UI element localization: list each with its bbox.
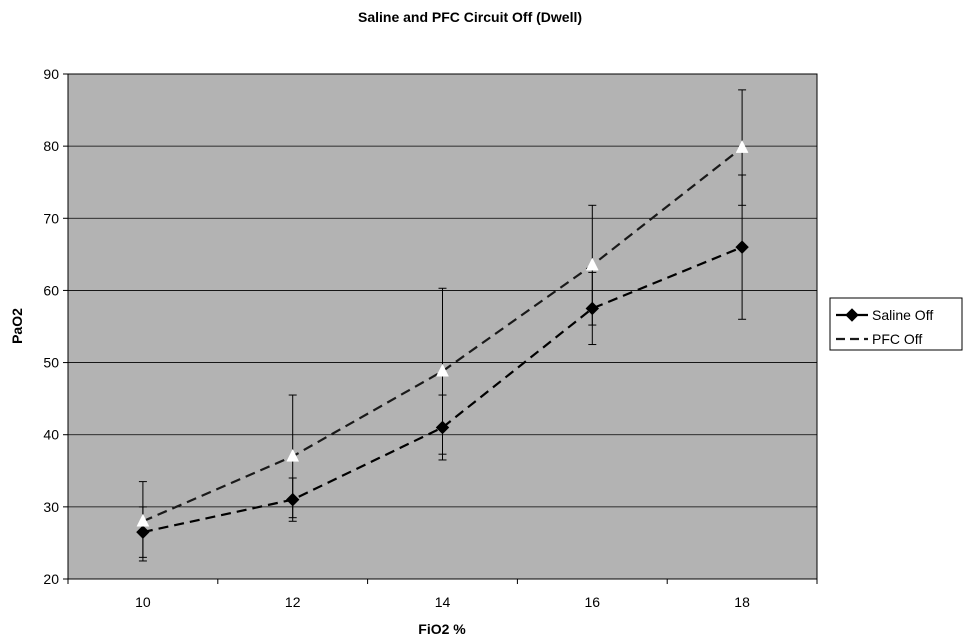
series-1 <box>136 89 749 562</box>
x-axis-label: FiO2 % <box>418 621 466 637</box>
x-tick-label-10: 10 <box>135 594 151 610</box>
x-axis: 10 12 14 16 18 <box>67 579 818 610</box>
x-tick-label-12: 12 <box>285 594 301 610</box>
y-tick-label-30: 30 <box>43 499 59 515</box>
y-tick-label-60: 60 <box>43 282 59 298</box>
gridlines <box>68 145 817 508</box>
legend-marker-0 <box>845 308 859 322</box>
x-tick-label-14: 14 <box>435 594 451 610</box>
legend: Saline Off PFC Off <box>829 297 963 351</box>
legend-label-1: PFC Off <box>872 331 922 347</box>
y-tick-label-90: 90 <box>43 66 59 82</box>
chart-title: Saline and PFC Circuit Off (Dwell) <box>358 9 582 25</box>
data-point-s1-3 <box>585 257 599 271</box>
data-point-s1-4 <box>735 140 749 153</box>
y-tick-label-80: 80 <box>43 138 59 154</box>
y-axis-label: PaO2 <box>9 308 25 344</box>
data-point-s1-0 <box>136 513 150 527</box>
series-line-0 <box>142 246 743 534</box>
data-point-s1-1 <box>286 448 300 462</box>
series-line-1 <box>142 146 743 523</box>
data-point-s1-2 <box>436 363 449 377</box>
y-tick-label-70: 70 <box>43 210 59 226</box>
y-tick-label-50: 50 <box>43 355 59 371</box>
y-tick-label-40: 40 <box>43 427 59 443</box>
data-point-s0-4 <box>735 240 749 254</box>
legend-label-0: Saline Off <box>872 307 933 323</box>
legend-box <box>829 297 963 351</box>
x-tick-label-16: 16 <box>585 594 601 610</box>
x-tick-label-18: 18 <box>734 594 750 610</box>
y-tick-label-20: 20 <box>43 571 59 587</box>
y-axis: 20 30 40 50 60 70 80 90 <box>43 66 68 587</box>
series-layer <box>136 89 749 562</box>
